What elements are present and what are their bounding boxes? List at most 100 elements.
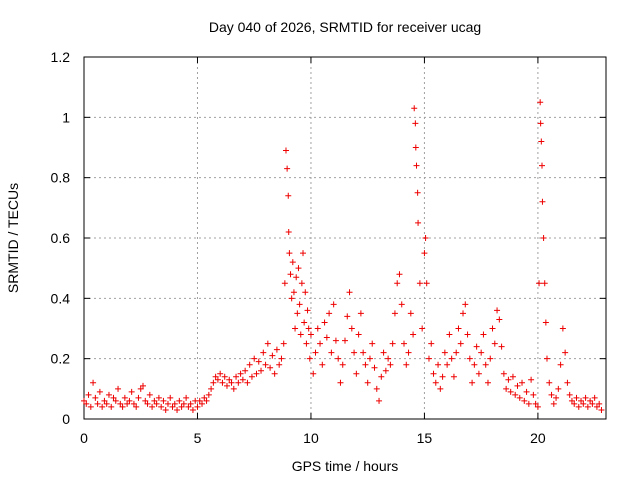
data-point (355, 331, 362, 338)
data-point (351, 349, 358, 356)
data-point (448, 355, 455, 362)
data-point (512, 391, 519, 398)
data-point (286, 250, 293, 257)
data-point (267, 364, 274, 371)
data-point (174, 406, 181, 413)
data-point (230, 385, 237, 392)
data-point (83, 400, 90, 407)
data-point (288, 295, 295, 302)
data-point (419, 325, 426, 332)
data-point (312, 349, 319, 356)
data-point (124, 400, 131, 407)
data-point (142, 397, 149, 404)
data-point (242, 367, 249, 374)
data-point (489, 325, 496, 332)
data-point (194, 403, 201, 410)
data-point (422, 235, 429, 241)
data-point (514, 382, 521, 389)
data-point (144, 400, 151, 407)
data-point (534, 403, 541, 410)
data-point (344, 313, 351, 320)
data-point (530, 391, 537, 398)
data-point (130, 400, 137, 407)
data-point (532, 400, 539, 407)
data-point (538, 162, 545, 169)
data-point (366, 355, 373, 362)
data-point (413, 162, 420, 169)
data-point (353, 370, 360, 377)
data-point (328, 349, 335, 356)
data-point (284, 165, 291, 172)
data-point (233, 373, 240, 380)
data-point (251, 355, 258, 362)
data-point (584, 403, 591, 410)
data-point (539, 198, 546, 205)
data-point (425, 355, 432, 362)
data-point (293, 274, 300, 281)
data-point (525, 400, 532, 407)
data-point (457, 340, 464, 347)
data-point (540, 235, 547, 241)
data-point (228, 379, 235, 386)
data-point (306, 355, 313, 362)
data-point (295, 265, 302, 272)
data-point (550, 400, 557, 407)
data-point (289, 259, 296, 266)
data-point (582, 394, 589, 401)
data-point (507, 388, 514, 395)
data-point (596, 400, 603, 407)
data-point (248, 373, 255, 380)
data-point (450, 373, 457, 380)
data-point (432, 379, 439, 386)
data-point (410, 331, 417, 338)
data-point (536, 280, 543, 287)
data-point (455, 325, 462, 332)
data-point (444, 361, 451, 368)
data-point (580, 400, 587, 407)
data-point (126, 397, 133, 404)
data-point (94, 400, 101, 407)
data-point (276, 361, 283, 368)
data-point (217, 370, 224, 377)
chart-title: Day 040 of 2026, SRMTID for receiver uca… (209, 19, 481, 35)
data-point (199, 400, 206, 407)
data-point (542, 319, 549, 326)
y-tick-label: 0.2 (51, 351, 71, 367)
data-point (523, 388, 530, 395)
data-point (317, 340, 324, 347)
data-point (105, 391, 112, 398)
grid-lines (84, 57, 606, 419)
data-point (314, 325, 321, 332)
data-point (189, 406, 196, 413)
data-point (519, 379, 526, 386)
data-point (369, 340, 376, 347)
data-point (183, 394, 190, 401)
data-point (537, 120, 544, 127)
data-point (164, 400, 171, 407)
data-point (208, 385, 215, 392)
data-point (557, 361, 564, 368)
data-point (300, 250, 307, 257)
data-point (412, 144, 419, 151)
data-point (302, 289, 309, 296)
data-point (587, 397, 594, 404)
x-tick-label: 15 (417, 430, 433, 446)
data-point (108, 403, 115, 410)
data-point (298, 280, 305, 287)
data-point (115, 385, 122, 392)
x-tick-label: 5 (194, 430, 202, 446)
data-point (505, 376, 512, 383)
data-point (140, 382, 147, 389)
data-point (260, 349, 267, 356)
data-point (237, 370, 244, 377)
data-point (598, 406, 605, 413)
data-point (376, 397, 383, 404)
data-point (564, 379, 571, 386)
data-point (280, 340, 287, 347)
data-point (128, 388, 135, 395)
data-point (137, 385, 144, 392)
data-point (151, 397, 158, 404)
data-point (357, 310, 364, 317)
data-point (589, 400, 596, 407)
data-point (262, 361, 269, 368)
